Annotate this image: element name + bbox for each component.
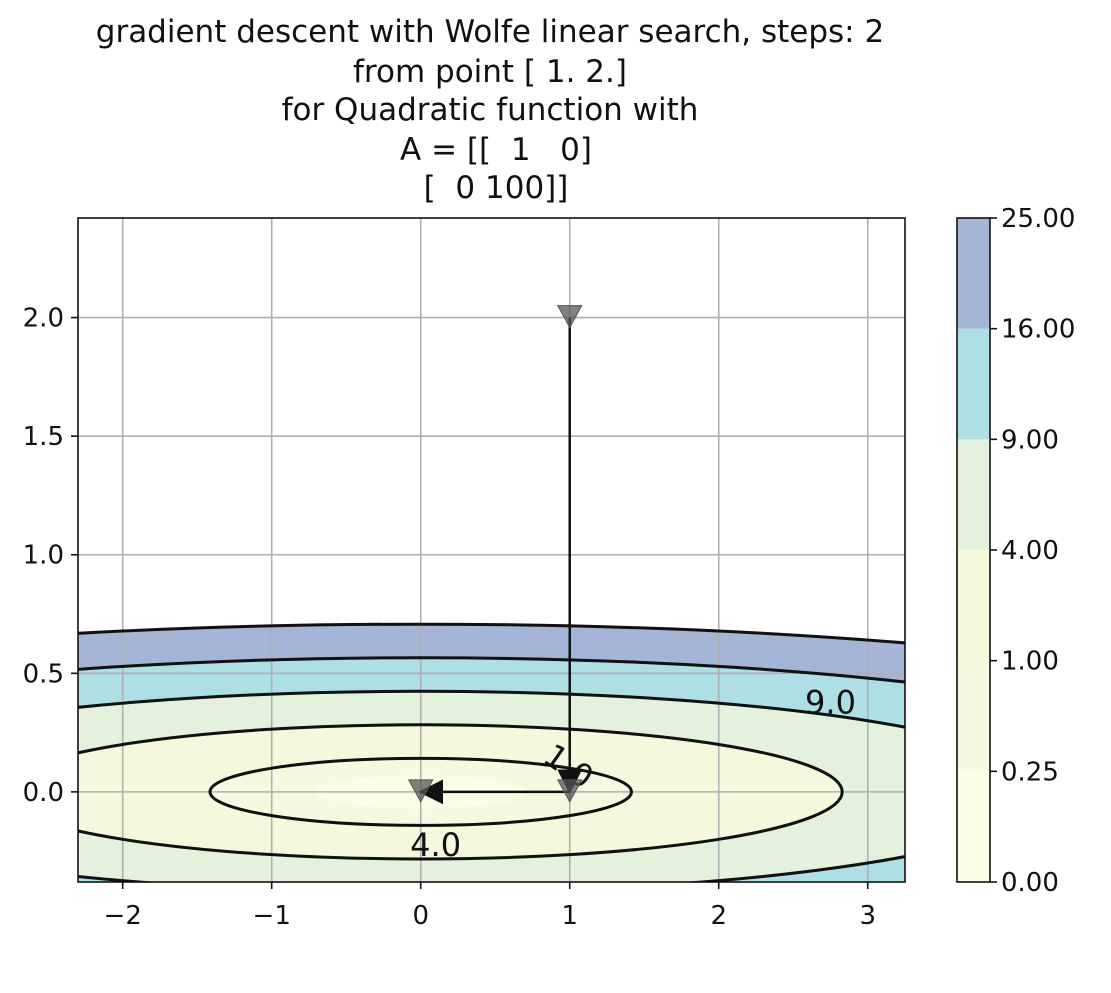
colorbar-segment [957,218,990,329]
contour-line [78,656,905,684]
contour-band-above [78,218,905,882]
title-line-2: from point [ 1. 2.] [353,54,627,90]
colorbar-tick-label: 16.00 [1001,315,1075,345]
colorbar-segment [957,550,990,661]
path-point-marker [556,779,583,803]
grid [78,218,905,882]
x-tick-label: 3 [859,901,876,931]
colorbar-segment [957,660,990,772]
plot-clip-group: 1.04.09.0 [78,218,905,882]
x-axis: −2 −1 0 1 2 3 [104,882,876,931]
y-tick-label: 0.5 [23,659,64,689]
colorbar-tick-label: 9.00 [1001,425,1059,455]
contour-line [78,689,905,882]
title-line-5: [ 0 100]] [424,170,569,206]
x-tick-label: −1 [253,901,291,931]
title-line-1: gradient descent with Wolfe linear searc… [96,14,884,50]
contour-line [208,756,633,827]
y-tick-label: 0.0 [23,778,64,808]
chart-title: gradient descent with Wolfe linear searc… [96,14,884,206]
x-tick-label: 0 [412,901,429,931]
x-tick-label: 2 [710,901,727,931]
plot-area: 1.0 4.0 9.0 −2 −1 0 1 2 3 0.0 0.5 1.0 1.5 2.0 [23,217,906,931]
contour-line [78,723,844,861]
contour-label: 4.0 [410,826,461,864]
colorbar-tick-label: 1.00 [1001,647,1059,677]
colorbar: 0.00 0.25 1.00 4.00 9.00 16.00 25.00 [956,204,1075,898]
contour-lines [78,622,905,882]
contour-fills [78,218,905,882]
y-tick-label: 2.0 [23,304,64,334]
x-tick-label: 1 [561,901,578,931]
x-tick-label: −2 [104,901,142,931]
optimizer-path [407,305,583,805]
path-point-marker [407,779,434,803]
title-line-3: for Quadratic function with [282,92,699,128]
colorbar-tick-label: 4.00 [1001,536,1059,566]
y-tick-label: 1.0 [23,541,64,571]
contour-line [78,622,905,645]
title-line-4: A = [[ 1 0] [400,132,592,168]
contour-label: 9.0 [805,684,856,722]
colorbar-tick-label: 0.00 [1001,868,1059,898]
colorbar-segment [957,328,990,440]
y-tick-label: 1.5 [23,422,64,452]
plot-frame [77,217,906,883]
colorbar-segment [957,439,990,550]
colorbar-tick-label: 0.25 [1001,757,1059,787]
y-axis: 0.0 0.5 1.0 1.5 2.0 [23,304,78,808]
colorbar-tick-label: 25.00 [1001,204,1075,234]
path-point-marker [556,305,583,329]
colorbar-segment [957,771,990,882]
